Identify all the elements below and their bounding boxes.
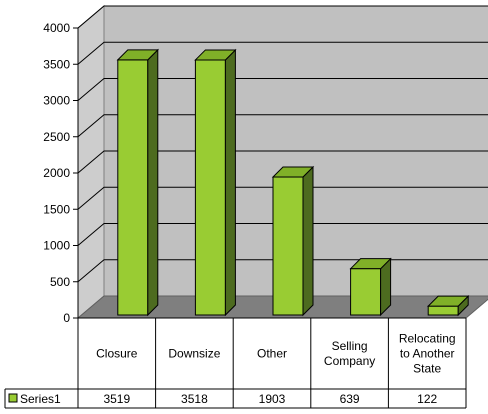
y-tick-label: 1000 <box>43 239 70 253</box>
bar-top <box>116 49 160 61</box>
category-label-line: Selling <box>332 339 368 353</box>
data-value: 639 <box>340 392 360 406</box>
category-label-line: State <box>413 362 441 376</box>
category-label: Selling Company <box>324 339 375 368</box>
data-value: 3519 <box>103 392 130 406</box>
legend-key <box>8 393 18 403</box>
bar-side <box>302 165 314 317</box>
category-label-line: to Another <box>400 347 455 361</box>
category-label: Other <box>257 347 287 361</box>
gridline <box>77 150 488 174</box>
data-value: 3518 <box>181 392 208 406</box>
bar-top <box>271 166 315 178</box>
data-value: 1903 <box>259 392 286 406</box>
category-label-line: Closure <box>96 347 138 361</box>
data-value: 122 <box>417 392 437 406</box>
category-label-line: Downsize <box>168 347 220 361</box>
bar-side <box>224 48 236 317</box>
bar-side <box>147 48 159 317</box>
y-tick-label: 1500 <box>43 202 70 216</box>
bar <box>117 59 149 316</box>
bar-top <box>426 295 470 307</box>
bar-top <box>194 49 237 61</box>
gridline <box>77 223 488 246</box>
category-label: Downsize <box>168 347 220 361</box>
category-label-line: Company <box>324 354 375 368</box>
category-label-line: Other <box>257 347 287 361</box>
bar-top <box>349 258 392 270</box>
bar <box>194 59 226 316</box>
category-label: Closure <box>96 347 138 361</box>
y-tick-label: 500 <box>50 275 70 289</box>
gridline <box>77 78 488 101</box>
y-tick-label: 0 <box>63 311 70 325</box>
gridline <box>77 5 488 29</box>
bar <box>272 176 304 316</box>
gridline <box>77 114 488 138</box>
y-tick-label: 2500 <box>43 130 70 144</box>
bar <box>350 268 382 316</box>
gridline <box>77 186 488 210</box>
y-tick-label: 3000 <box>43 94 70 108</box>
y-tick-label: 3500 <box>43 57 70 71</box>
y-tick-label: 4000 <box>43 21 70 35</box>
gridline <box>77 41 488 65</box>
bar <box>427 305 459 316</box>
y-tick-label: 2000 <box>43 166 70 180</box>
category-label-line: Relocating <box>399 332 456 346</box>
legend-label: Series1 <box>20 392 61 406</box>
category-label: Relocating to Another State <box>399 332 456 376</box>
